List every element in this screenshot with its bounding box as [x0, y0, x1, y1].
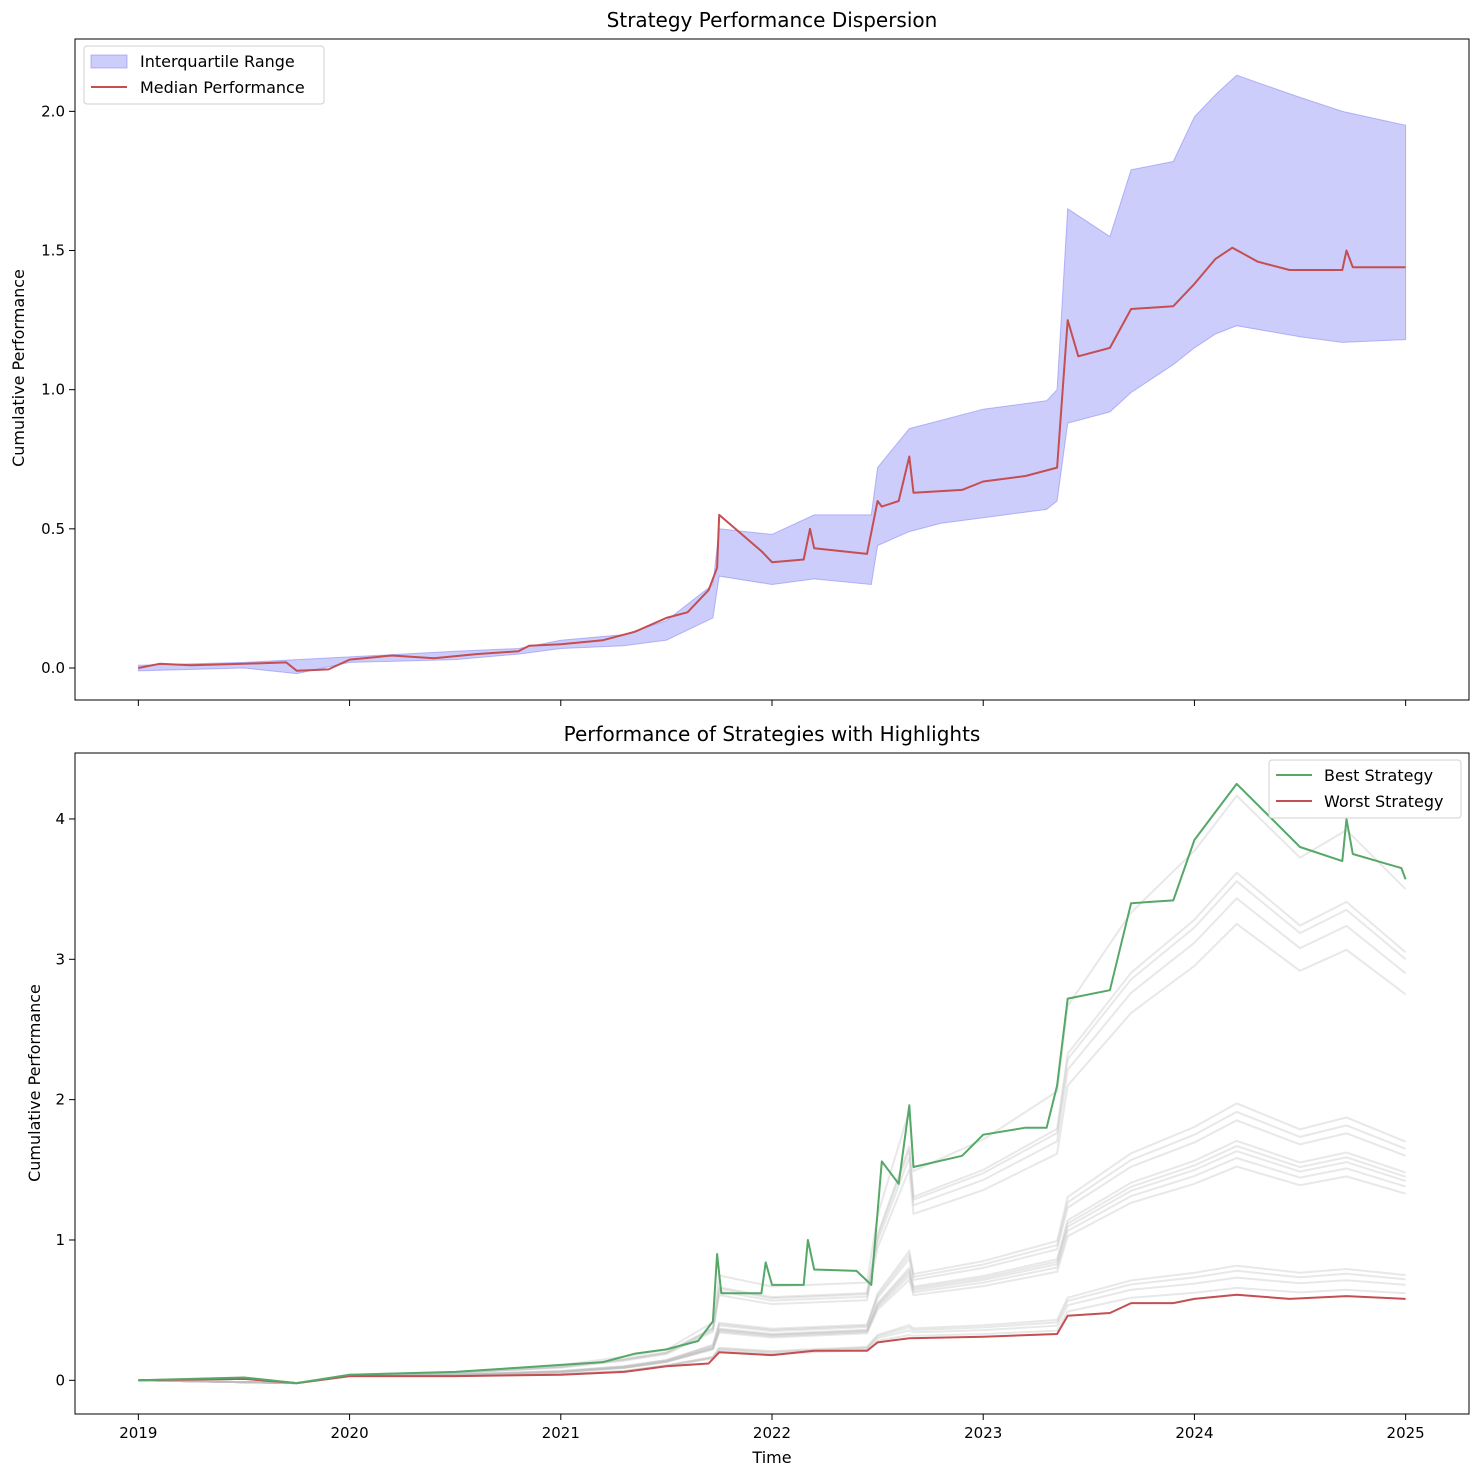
iqr-band: [137, 74, 1407, 675]
strategy-line: [138, 871, 1407, 1385]
strategy-line: [138, 1156, 1406, 1385]
y-tick-label: 0.5: [41, 520, 65, 538]
x-tick-label: 2023: [964, 1424, 1002, 1442]
plot-area-top: [137, 74, 1407, 675]
y-tick-label: 3: [55, 950, 65, 968]
legend-swatch-iqr: [90, 54, 128, 69]
axes-top: 0.0 0.5 1.0 1.5 2.0: [41, 38, 1470, 706]
strategy-line: [138, 879, 1407, 1385]
plot-area-bottom: [138, 782, 1407, 1385]
y-axis-label-top: Cumulative Performance: [9, 269, 28, 467]
legend-label-median: Median Performance: [140, 78, 305, 97]
x-tick-label: 2020: [330, 1424, 368, 1442]
x-tick-label: 2022: [753, 1424, 791, 1442]
chart-title-bottom: Performance of Strategies with Highlight…: [564, 722, 981, 746]
strategy-line: [138, 1139, 1406, 1385]
x-axis-label: Time: [751, 1448, 791, 1467]
y-tick-label: 1: [55, 1231, 65, 1249]
strategy-line: [138, 896, 1407, 1385]
axes-frame: [74, 752, 1470, 1415]
y-tick-label: 0.0: [41, 659, 65, 677]
y-tick-label: 0: [55, 1371, 65, 1389]
strategy-line: [138, 1110, 1406, 1385]
strategy-line: [138, 1165, 1406, 1385]
y-tick-label: 4: [55, 810, 65, 828]
median-line: [138, 246, 1406, 672]
y-axis-label-bottom: Cumulative Performance: [25, 984, 44, 1182]
legend-label-iqr: Interquartile Range: [140, 52, 295, 71]
axes-bottom: 2019 2020 2021 2022 2023 2024 2025 0 1 2 3 4: [55, 752, 1470, 1442]
strategy-line: [138, 1269, 1406, 1385]
strategy-line: [138, 1150, 1406, 1385]
strategy-line: [138, 1102, 1406, 1385]
best-strategy-line: [138, 782, 1407, 1385]
legend-label-worst: Worst Strategy: [1324, 792, 1444, 811]
legend-bottom: Best Strategy Worst Strategy: [1268, 759, 1462, 819]
legend-box: [83, 45, 325, 105]
legend-box: [1268, 759, 1462, 819]
strategy-line: [138, 922, 1407, 1385]
y-tick-label: 2: [55, 1091, 65, 1109]
x-tick-label: 2019: [119, 1424, 157, 1442]
strategy-line: [138, 1119, 1406, 1385]
y-tick-label: 1.5: [41, 242, 65, 260]
x-tick-label: 2021: [542, 1424, 580, 1442]
strategy-line: [138, 1145, 1406, 1385]
y-tick-label: 1.0: [41, 381, 65, 399]
worst-strategy-line: [138, 1293, 1406, 1385]
x-tick-label: 2024: [1175, 1424, 1213, 1442]
y-tick-label: 2.0: [41, 102, 65, 120]
panel-dispersion: Strategy Performance Dispersion Cumulati…: [9, 8, 1470, 706]
legend-top: Interquartile Range Median Performance: [83, 45, 325, 105]
panel-highlights: Performance of Strategies with Highlight…: [25, 722, 1470, 1467]
x-tick-label: 2025: [1387, 1424, 1425, 1442]
strategy-line: [138, 794, 1407, 1385]
legend-label-best: Best Strategy: [1324, 766, 1433, 785]
chart-title-top: Strategy Performance Dispersion: [607, 8, 938, 32]
